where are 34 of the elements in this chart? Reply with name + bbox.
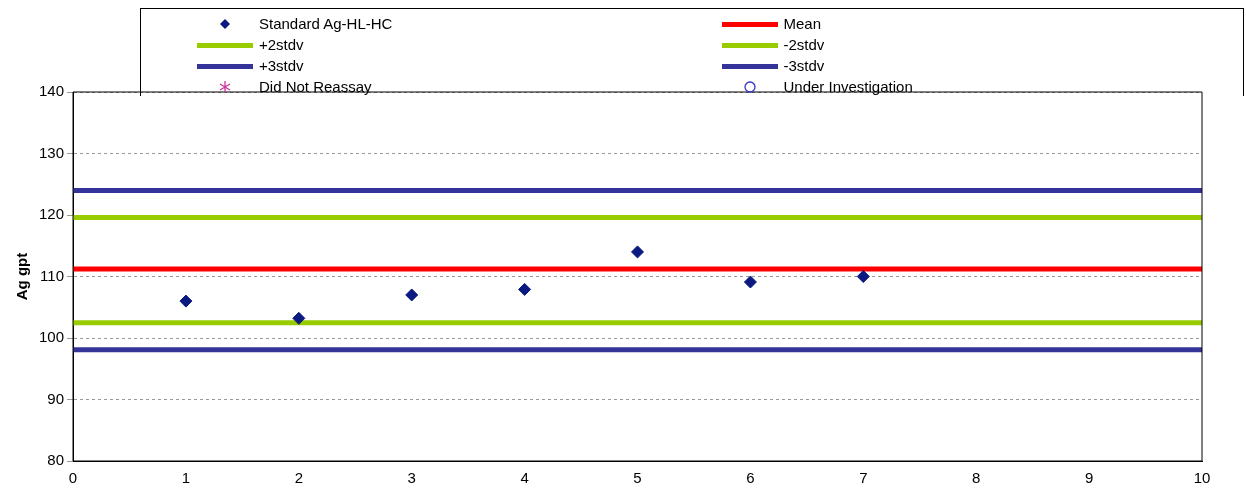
x-tick-label: 9: [1084, 469, 1094, 487]
legend-label: Standard Ag-HL-HC: [259, 15, 393, 32]
y-tick-label: 100: [39, 328, 65, 346]
x-tick-label: 7: [859, 469, 868, 487]
y-tick-label: 130: [39, 143, 65, 161]
point: [179, 294, 193, 308]
x-tick-label: 2: [294, 469, 303, 487]
legend-label: Mean: [783, 15, 822, 32]
x-tick-label: 1: [181, 469, 191, 487]
point: [405, 288, 419, 302]
point: [856, 270, 870, 283]
y-tick-label: 120: [39, 205, 65, 223]
point: [518, 282, 532, 296]
y-tick-label: 140: [39, 82, 65, 100]
legend-label: Under Investigation: [783, 78, 913, 95]
legend-label: -3stdv: [783, 57, 825, 74]
point: [292, 311, 306, 325]
legend-label: +2stdv: [259, 36, 304, 53]
legend-label: -2stdv: [783, 36, 825, 53]
y-tick-label: 110: [40, 266, 65, 284]
legend-label: +3stdv: [259, 57, 304, 74]
x-tick-label: 8: [972, 469, 981, 487]
point: [631, 245, 645, 259]
x-tick-label: 0: [68, 469, 78, 487]
x-tick-label: 5: [633, 469, 642, 487]
legend-label: Did Not Reassay: [259, 78, 372, 95]
y-tick-label: 80: [47, 451, 65, 469]
x-tick-label: 4: [520, 469, 529, 487]
x-tick-label: 3: [407, 469, 416, 487]
x-tick-label: 10: [1193, 469, 1211, 487]
y-tick-label: 90: [47, 389, 65, 407]
y-axis-title: Ag gpt: [13, 252, 31, 301]
x-tick-label: 6: [746, 469, 755, 487]
point: [743, 275, 757, 289]
